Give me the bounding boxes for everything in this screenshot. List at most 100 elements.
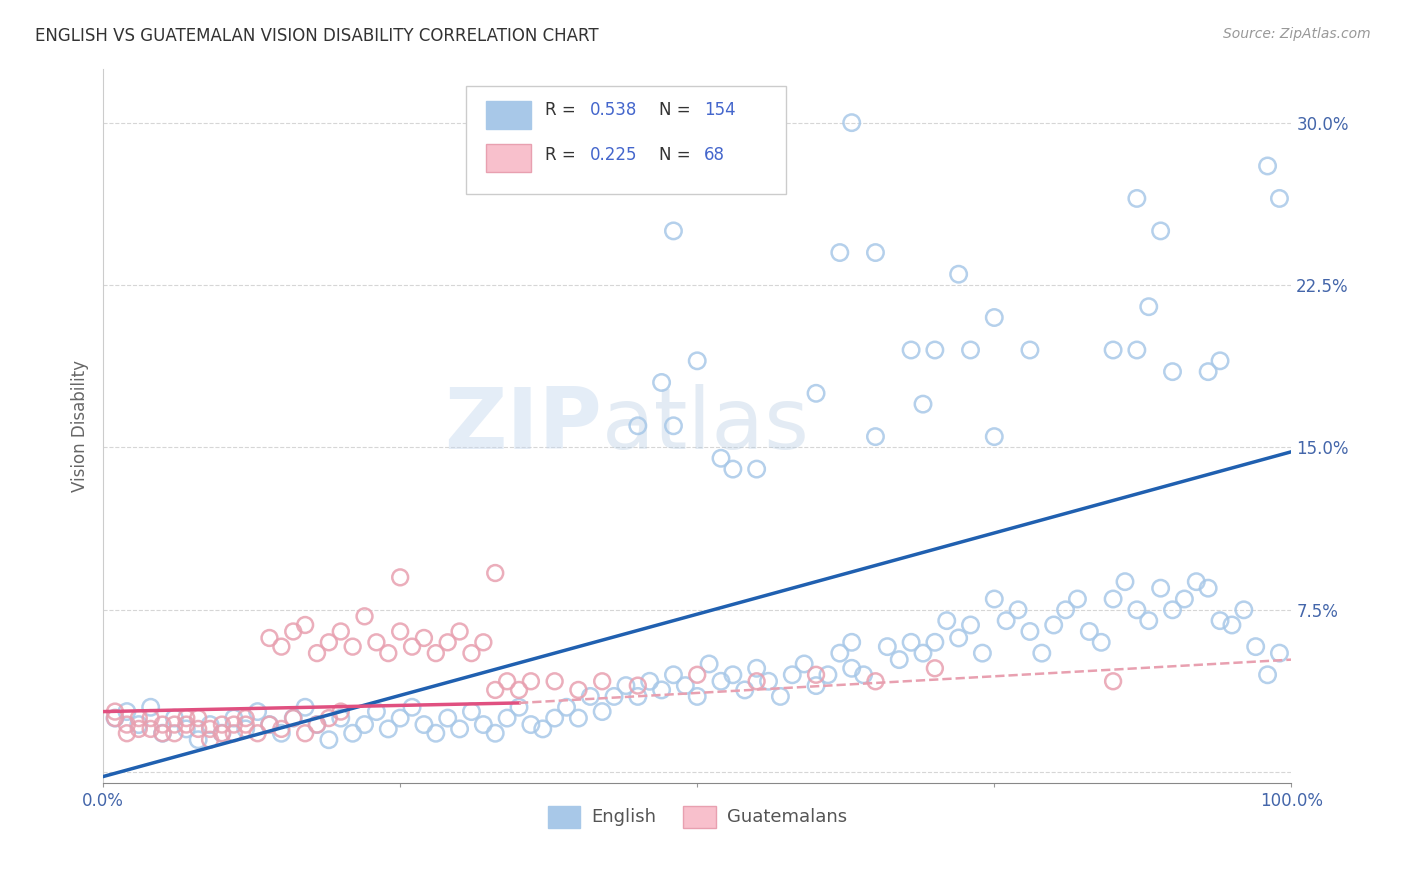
Point [152, 717, 174, 731]
Legend: English, Guatemalans: English, Guatemalans [540, 798, 853, 835]
Point [959, 343, 981, 357]
Point [924, 343, 946, 357]
Point [1066, 592, 1088, 607]
Point [152, 726, 174, 740]
Point [377, 646, 399, 660]
Point [163, 711, 186, 725]
Point [222, 711, 245, 725]
Point [710, 451, 733, 466]
Y-axis label: Vision Disability: Vision Disability [72, 359, 89, 491]
Point [104, 705, 127, 719]
Point [163, 726, 186, 740]
Text: ENGLISH VS GUATEMALAN VISION DISABILITY CORRELATION CHART: ENGLISH VS GUATEMALAN VISION DISABILITY … [35, 27, 599, 45]
Point [520, 674, 543, 689]
FancyBboxPatch shape [485, 101, 531, 129]
Point [484, 566, 506, 580]
Point [389, 711, 412, 725]
Point [591, 674, 613, 689]
Point [294, 726, 316, 740]
Point [889, 652, 911, 666]
Point [413, 717, 436, 731]
Point [235, 722, 257, 736]
Text: atlas: atlas [602, 384, 810, 467]
Point [115, 726, 138, 740]
Point [745, 661, 768, 675]
Point [900, 635, 922, 649]
Point [436, 635, 458, 649]
Point [508, 682, 530, 697]
Point [1102, 592, 1125, 607]
Text: 0.225: 0.225 [591, 145, 638, 164]
Point [828, 245, 851, 260]
Point [449, 624, 471, 639]
Point [948, 267, 970, 281]
Point [283, 711, 305, 725]
Point [1268, 646, 1291, 660]
Point [627, 418, 650, 433]
Point [329, 711, 352, 725]
Point [662, 418, 685, 433]
Point [924, 635, 946, 649]
Point [865, 429, 887, 443]
Point [329, 624, 352, 639]
Text: N =: N = [659, 101, 696, 119]
Point [163, 717, 186, 731]
Point [1257, 159, 1279, 173]
Point [673, 679, 696, 693]
Point [198, 732, 221, 747]
Point [1257, 667, 1279, 681]
Point [710, 674, 733, 689]
Point [983, 429, 1005, 443]
Point [1054, 603, 1077, 617]
Point [721, 462, 744, 476]
Point [259, 717, 281, 731]
Point [1137, 614, 1160, 628]
Point [948, 631, 970, 645]
Text: N =: N = [659, 145, 696, 164]
Point [983, 592, 1005, 607]
Point [176, 722, 198, 736]
Point [1161, 603, 1184, 617]
Point [366, 705, 388, 719]
Point [995, 614, 1018, 628]
Point [1268, 191, 1291, 205]
Point [1233, 603, 1256, 617]
Text: Source: ZipAtlas.com: Source: ZipAtlas.com [1223, 27, 1371, 41]
Point [128, 717, 150, 731]
Point [817, 667, 839, 681]
Point [222, 717, 245, 731]
Point [865, 674, 887, 689]
Point [235, 717, 257, 731]
Point [139, 722, 162, 736]
Text: 154: 154 [704, 101, 735, 119]
Point [543, 674, 565, 689]
Point [259, 717, 281, 731]
Point [283, 711, 305, 725]
Point [651, 682, 673, 697]
Point [413, 631, 436, 645]
Point [176, 717, 198, 731]
Point [924, 661, 946, 675]
Point [804, 679, 827, 693]
Point [745, 674, 768, 689]
FancyBboxPatch shape [465, 87, 786, 194]
Point [900, 343, 922, 357]
Point [198, 717, 221, 731]
Point [294, 700, 316, 714]
Point [828, 646, 851, 660]
Point [758, 674, 780, 689]
Point [318, 635, 340, 649]
Point [187, 722, 209, 736]
Point [211, 726, 233, 740]
Point [721, 667, 744, 681]
Point [401, 640, 423, 654]
Point [935, 614, 957, 628]
Point [152, 726, 174, 740]
Point [342, 726, 364, 740]
Point [1126, 603, 1149, 617]
Point [342, 640, 364, 654]
Point [436, 711, 458, 725]
Point [389, 624, 412, 639]
Text: R =: R = [546, 101, 581, 119]
Point [366, 635, 388, 649]
